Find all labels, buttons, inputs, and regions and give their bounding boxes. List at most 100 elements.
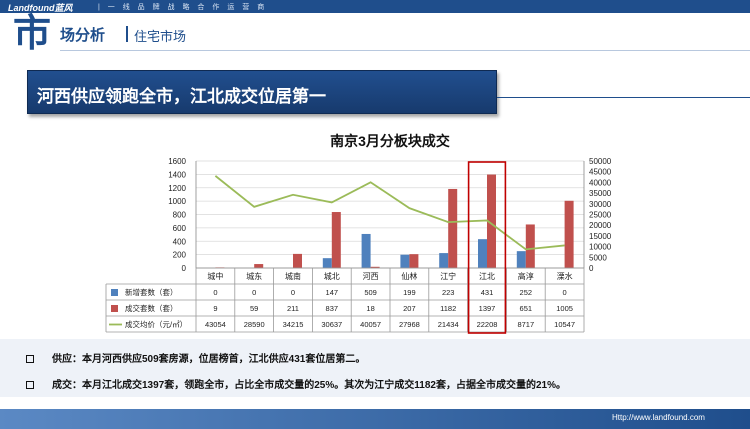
brand-slogan: | 一 线 品 牌 战 略 合 作 运 营 商 bbox=[98, 4, 268, 11]
y-right-tick-label: 30000 bbox=[589, 200, 612, 209]
y-left-tick-label: 0 bbox=[182, 264, 187, 273]
bullet-supply-text: 供应：本月河西供应509套房源，位居榜首，江北供应431套位居第二。 bbox=[52, 354, 366, 365]
y-right-tick-label: 20000 bbox=[589, 221, 612, 230]
bullet-panel: 供应：本月河西供应509套房源，位居榜首，江北供应431套位居第二。 成交：本月… bbox=[0, 339, 750, 397]
y-left-tick-label: 1200 bbox=[168, 184, 186, 193]
y-left-tick-label: 1600 bbox=[168, 157, 186, 166]
data-label: 431 bbox=[481, 288, 494, 297]
data-label: 22208 bbox=[477, 320, 498, 329]
data-label: 509 bbox=[364, 288, 377, 297]
bar-new-supply bbox=[400, 254, 410, 268]
y-right-tick-label: 5000 bbox=[589, 253, 607, 262]
data-label: 0 bbox=[291, 288, 295, 297]
x-tick-label: 高淳 bbox=[518, 271, 534, 281]
data-label: 837 bbox=[326, 304, 339, 313]
bullet-square-icon bbox=[26, 355, 34, 363]
data-label: 34215 bbox=[283, 320, 304, 329]
x-tick-label: 城中 bbox=[207, 271, 223, 281]
highlight-box bbox=[467, 161, 507, 334]
bullet-deals-text: 成交：本月江北成交1397套，领跑全市，占比全市成交量的25%。其次为江宁成交1… bbox=[52, 380, 566, 391]
footer-bar: Http://www.landfound.com bbox=[0, 409, 750, 429]
data-label: 147 bbox=[326, 288, 339, 297]
bar-deals bbox=[448, 188, 458, 268]
data-label: 30637 bbox=[321, 320, 342, 329]
y-right-tick-label: 45000 bbox=[589, 168, 612, 177]
data-label: 0 bbox=[563, 288, 567, 297]
top-bar: Landfound蓝风 | 一 线 品 牌 战 略 合 作 运 营 商 bbox=[0, 0, 750, 13]
data-label: 651 bbox=[520, 304, 533, 313]
y-right-tick-label: 35000 bbox=[589, 189, 612, 198]
y-right-tick-label: 10000 bbox=[589, 243, 612, 252]
data-label: 0 bbox=[213, 288, 217, 297]
data-label: 59 bbox=[250, 304, 258, 313]
x-tick-label: 溧水 bbox=[557, 271, 573, 281]
x-tick-label: 江北 bbox=[479, 272, 495, 281]
x-tick-label: 城南 bbox=[285, 271, 301, 281]
headline-banner: 河西供应领跑全市，江北成交位居第一 bbox=[27, 70, 497, 114]
section-title: 场分析 bbox=[60, 27, 106, 44]
data-label: 1397 bbox=[479, 304, 496, 313]
bar-new-supply bbox=[516, 251, 526, 268]
data-label: 43054 bbox=[205, 320, 226, 329]
bar-deals bbox=[409, 254, 419, 268]
bar-new-supply bbox=[361, 233, 371, 268]
section-separator bbox=[126, 26, 128, 42]
y-right-tick-label: 0 bbox=[589, 264, 594, 273]
bar-deals bbox=[487, 174, 496, 268]
bar-deals bbox=[254, 264, 264, 268]
bar-new-supply bbox=[322, 258, 332, 268]
header-divider bbox=[60, 50, 750, 51]
data-label: 199 bbox=[403, 288, 416, 297]
bar-deals bbox=[370, 266, 380, 268]
y-left-tick-label: 200 bbox=[173, 251, 187, 260]
bar-deals bbox=[331, 212, 341, 268]
section-big-char: 市 bbox=[13, 13, 52, 55]
y-right-tick-label: 50000 bbox=[589, 157, 612, 166]
data-label: 252 bbox=[520, 288, 533, 297]
data-label: 223 bbox=[442, 288, 455, 297]
bar-deals bbox=[564, 200, 574, 268]
bar-new-supply bbox=[439, 253, 449, 268]
data-label: 9 bbox=[213, 304, 217, 313]
chart-title: 南京3月分板块成交 bbox=[330, 133, 450, 149]
data-label: 211 bbox=[287, 304, 299, 313]
bar-new-supply bbox=[478, 239, 487, 268]
price-line bbox=[214, 175, 565, 251]
x-tick-label: 河西 bbox=[363, 271, 379, 281]
data-label: 207 bbox=[403, 304, 416, 313]
x-tick-label: 城东 bbox=[246, 271, 262, 281]
x-tick-label: 仙林 bbox=[401, 271, 417, 281]
data-label: 10547 bbox=[554, 320, 575, 329]
data-label: 1182 bbox=[440, 304, 456, 313]
data-label: 1005 bbox=[556, 304, 573, 313]
bar-deals bbox=[293, 253, 302, 268]
data-label: 21434 bbox=[438, 320, 459, 329]
legend-label: 成交均价（元/㎡） bbox=[125, 319, 187, 329]
y-left-tick-label: 400 bbox=[173, 237, 187, 246]
brand-logo: Landfound蓝风 bbox=[8, 3, 73, 13]
data-label: 27968 bbox=[399, 320, 420, 329]
section-subtitle: 住宅市场 bbox=[134, 29, 187, 44]
district-sales-chart: 南京3月分板块成交 0 200 400 600 800 1000 1200 1400 1600 0 5… bbox=[105, 133, 612, 334]
data-label: 40057 bbox=[360, 320, 381, 329]
data-label: 8717 bbox=[517, 320, 534, 329]
footer-url: Http://www.landfound.com bbox=[612, 413, 705, 422]
legend-swatch bbox=[111, 305, 118, 312]
bullet-square-icon bbox=[26, 381, 34, 389]
data-label: 28590 bbox=[244, 320, 265, 329]
bar-deals bbox=[525, 224, 535, 268]
data-label: 0 bbox=[252, 288, 256, 297]
y-right-tick-label: 15000 bbox=[589, 232, 612, 241]
y-left-tick-label: 800 bbox=[173, 211, 187, 220]
headline-text: 河西供应领跑全市，江北成交位居第一 bbox=[37, 87, 326, 106]
data-label: 18 bbox=[366, 304, 374, 313]
y-right-tick-label: 40000 bbox=[589, 178, 612, 187]
bullet-deals: 成交：本月江北成交1397套，领跑全市，占比全市成交量的25%。其次为江宁成交1… bbox=[26, 376, 566, 391]
legend-label: 新增套数（套） bbox=[125, 287, 178, 297]
y-left-tick-label: 1400 bbox=[168, 170, 186, 179]
bullet-supply: 供应：本月河西供应509套房源，位居榜首，江北供应431套位居第二。 bbox=[26, 350, 365, 365]
y-left-tick-label: 600 bbox=[173, 224, 187, 233]
banner-divider bbox=[497, 97, 750, 98]
legend-swatch bbox=[111, 289, 118, 296]
x-tick-label: 城北 bbox=[324, 272, 340, 281]
